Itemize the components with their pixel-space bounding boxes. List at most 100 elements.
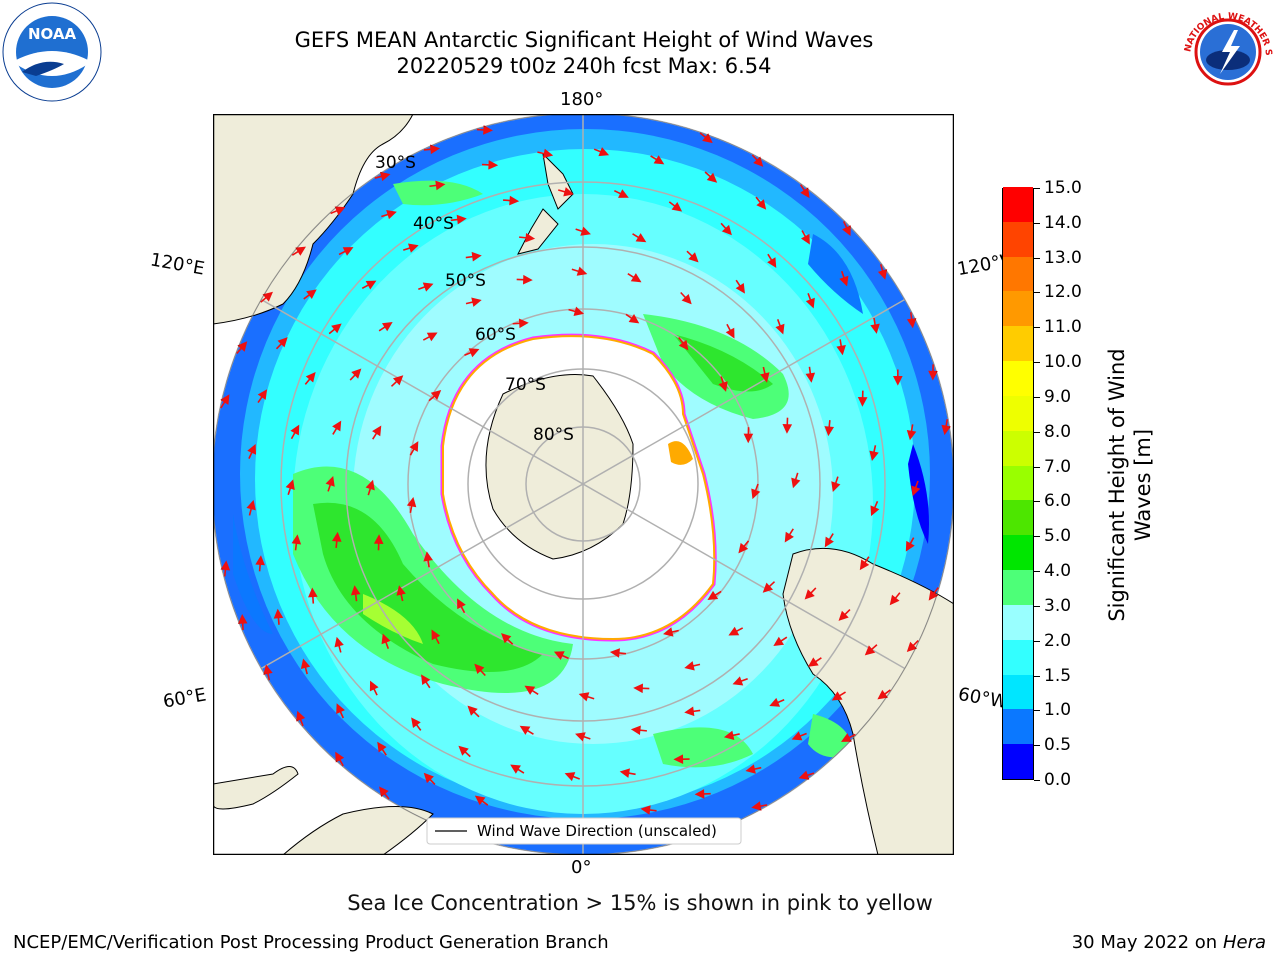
wave-direction-arrowhead <box>805 372 816 383</box>
wave-direction-arrowhead <box>430 390 442 401</box>
colorbar-tick-label: 12.0 <box>1044 282 1082 303</box>
colorbar-tick-mark <box>1034 466 1040 468</box>
colorbar-segment <box>1003 325 1033 362</box>
wave-direction-arrowhead <box>753 156 764 167</box>
wave-direction-arrowhead <box>694 789 705 799</box>
colorbar-tick-label: 3.0 <box>1044 595 1072 616</box>
footer-date-text: 30 May 2022 on <box>1071 932 1218 953</box>
wave-direction-arrowhead <box>564 772 576 782</box>
wave-direction-arrowhead <box>519 725 531 735</box>
wave-direction-arrowhead <box>732 676 744 686</box>
wave-direction-arrowhead <box>510 764 521 774</box>
wave-direction-arrowhead <box>220 560 231 571</box>
wave-direction-arrowhead <box>580 226 591 236</box>
colorbar-tick-mark <box>1034 292 1040 294</box>
wave-direction-arrowhead <box>247 443 257 455</box>
chart-subtitle: 20220529 t00z 240h fcst Max: 6.54 <box>396 54 772 78</box>
colorbar-tick-mark <box>1034 222 1040 224</box>
wave-direction-arrowhead <box>334 636 344 648</box>
polar-map: 30°S 40°S 50°S 60°S 70°S 80°S Wind Wave … <box>213 114 954 855</box>
colorbar-tick-mark <box>1034 362 1040 364</box>
wave-direction-arrowhead <box>372 425 382 437</box>
wave-direction-arrowhead <box>767 257 777 268</box>
wave-direction-arrowhead <box>663 627 674 637</box>
wave-direction-arrowhead <box>635 233 647 243</box>
wave-direction-arrowhead <box>378 786 389 797</box>
wave-direction-arrowhead <box>864 645 876 656</box>
wave-direction-arrowhead <box>336 703 345 715</box>
wave-direction-arrowhead <box>379 171 391 182</box>
wave-direction-arrowhead <box>524 685 536 695</box>
wave-direction-arrowhead <box>745 764 756 774</box>
map-legend: Wind Wave Direction (unscaled) <box>426 817 742 845</box>
wave-direction-arrowhead <box>824 426 835 437</box>
wave-direction-arrowhead <box>386 209 397 220</box>
wave-direction-arrowhead <box>578 692 590 702</box>
colorbar-segment <box>1003 430 1033 466</box>
wave-direction-arrowhead <box>474 663 485 675</box>
wave-direction-arrowhead <box>471 251 482 262</box>
wave-direction-arrowhead <box>678 339 689 351</box>
colorbar-segment <box>1003 604 1033 640</box>
wave-direction-arrowhead <box>474 795 486 806</box>
wave-direction-arrowhead <box>824 536 834 548</box>
colorbar-tick-mark <box>1034 501 1040 503</box>
wave-direction-arrowhead <box>296 710 306 722</box>
wave-direction-arrowhead <box>798 770 810 780</box>
wave-direction-arrowhead <box>773 636 785 646</box>
wave-direction-arrowhead <box>257 389 268 400</box>
wave-direction-arrowhead <box>838 610 849 621</box>
colorbar-segment <box>1003 465 1033 501</box>
colorbar-tick-mark <box>1034 396 1040 398</box>
wave-direction-arrowhead <box>630 725 641 736</box>
wave-direction-arrowhead <box>335 751 345 763</box>
colorbar-segment <box>1003 395 1033 431</box>
wind-wave-arrows <box>220 125 951 815</box>
wave-direction-arrowhead <box>277 337 288 348</box>
wave-direction-arrowhead <box>870 505 880 517</box>
wave-direction-arrowhead <box>836 345 846 356</box>
colorbar-tick-label: 10.0 <box>1044 352 1082 373</box>
colorbar-tick-label: 2.0 <box>1044 630 1072 651</box>
colorbar-segment <box>1003 499 1033 536</box>
wave-direction-arrowhead <box>618 189 629 198</box>
colorbar-segment <box>1003 743 1033 779</box>
wave-direction-arrowhead <box>237 613 248 624</box>
wave-direction-arrowhead <box>671 201 683 212</box>
colorbar-tick-mark <box>1034 710 1040 712</box>
colorbar-segment <box>1003 360 1033 396</box>
colorbar-tick-mark <box>1034 257 1040 259</box>
wave-direction-arrowhead <box>423 551 433 562</box>
wave-direction-arrowhead <box>784 531 794 543</box>
wave-direction-arrowhead <box>728 626 740 636</box>
colorbar-tick-mark <box>1034 188 1040 189</box>
wave-direction-arrowhead <box>576 266 588 276</box>
colorbar-segment <box>1003 534 1033 571</box>
wave-direction-arrowhead <box>928 370 938 381</box>
colorbar-tick-label: 1.5 <box>1044 665 1072 686</box>
wave-direction-arrowhead <box>220 394 230 405</box>
wave-direction-arrowhead <box>381 322 393 332</box>
wave-direction-arrowhead <box>430 144 441 155</box>
wave-direction-arrowhead <box>718 381 728 392</box>
lon-label-bottom: 0° <box>571 857 592 878</box>
chart-title: GEFS MEAN Antarctic Significant Height o… <box>294 28 874 52</box>
wave-direction-arrowhead <box>702 133 713 144</box>
wave-direction-arrowhead <box>684 661 695 671</box>
wave-direction-arrowhead <box>877 269 888 280</box>
lon-label-lower-left: 60°E <box>161 684 208 713</box>
lat-label-70s: 70°S <box>505 375 546 395</box>
wave-direction-arrowhead <box>870 323 880 334</box>
wave-direction-arrowhead <box>906 318 917 329</box>
wave-direction-arrowhead <box>791 731 803 741</box>
wave-direction-arrowhead <box>377 741 387 753</box>
wave-direction-arrowhead <box>619 768 630 778</box>
wave-direction-arrowhead <box>805 297 815 309</box>
footer-machine: Hera <box>1222 932 1266 953</box>
colorbar-tick-mark <box>1034 605 1040 607</box>
wave-direction-arrowhead <box>423 772 434 784</box>
colorbar-tick-label: 11.0 <box>1044 317 1082 338</box>
wave-direction-arrowhead <box>525 232 536 243</box>
wave-direction-arrowhead <box>573 306 585 316</box>
wave-direction-arrowhead <box>373 534 384 545</box>
